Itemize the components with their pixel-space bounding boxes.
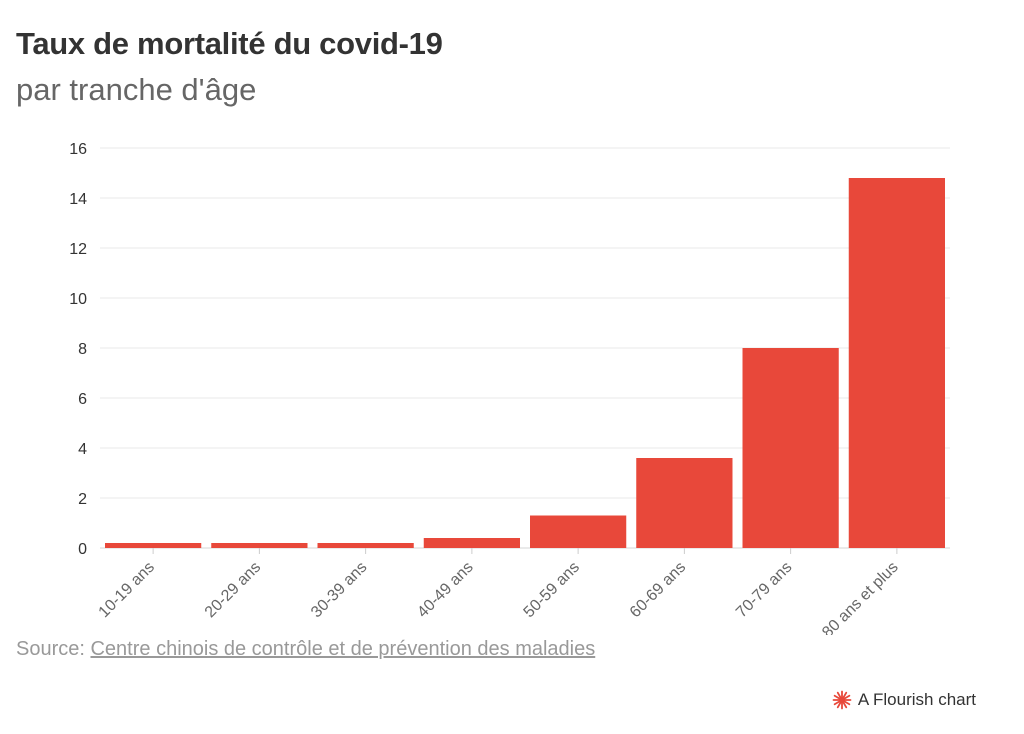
x-axis-ticks: 10-19 ans 20-29 ans 30-39 ans 40-49 ans 50-5… xyxy=(96,548,902,635)
source-note: Source: Centre chinois de contrôle et de… xyxy=(16,638,595,661)
x-tick-label: 70-79 ans xyxy=(733,559,795,621)
y-tick-label: 14 xyxy=(69,191,87,208)
bar[interactable] xyxy=(317,543,414,548)
chart-title: Taux de mortalité du covid-19 xyxy=(16,26,443,61)
x-tick-label: 80 ans et plus xyxy=(819,559,901,635)
y-tick-label: 2 xyxy=(78,491,87,508)
y-tick-label: 16 xyxy=(69,141,87,158)
x-tick-label: 30-39 ans xyxy=(308,559,370,621)
y-tick-label: 6 xyxy=(78,391,87,408)
flourish-credit[interactable]: A Flourish chart xyxy=(832,690,976,710)
flourish-logo-icon xyxy=(832,690,852,710)
source-link[interactable]: Centre chinois de contrôle et de prévent… xyxy=(90,638,596,660)
x-tick-label: 10-19 ans xyxy=(96,559,158,621)
y-tick-label: 4 xyxy=(78,441,87,458)
bar[interactable] xyxy=(423,538,520,548)
y-tick-label: 0 xyxy=(78,541,87,558)
bar-chart: 0 2 4 6 8 10 12 14 16 10-19 ans 20-29 ans 30-39 an… xyxy=(69,141,950,635)
credit-text: A Flourish chart xyxy=(857,690,976,709)
bars xyxy=(105,178,945,548)
gridlines xyxy=(100,147,950,549)
y-tick-label: 8 xyxy=(78,341,87,358)
bar[interactable] xyxy=(636,458,733,548)
x-tick-label: 40-49 ans xyxy=(414,559,476,621)
bar[interactable] xyxy=(530,515,627,549)
y-tick-label: 12 xyxy=(69,241,87,258)
bar[interactable] xyxy=(742,348,839,548)
y-tick-label: 10 xyxy=(69,291,87,308)
y-axis-ticks: 0 2 4 6 8 10 12 14 16 xyxy=(69,141,87,558)
bar[interactable] xyxy=(848,178,945,548)
x-tick-label: 50-59 ans xyxy=(521,559,583,621)
x-tick-label: 60-69 ans xyxy=(627,559,689,621)
source-prefix: Source: xyxy=(16,638,91,660)
chart-subtitle: par tranche d'âge xyxy=(16,72,257,107)
x-tick-label: 20-29 ans xyxy=(202,559,264,621)
bar[interactable] xyxy=(105,543,202,548)
bar[interactable] xyxy=(211,543,308,548)
